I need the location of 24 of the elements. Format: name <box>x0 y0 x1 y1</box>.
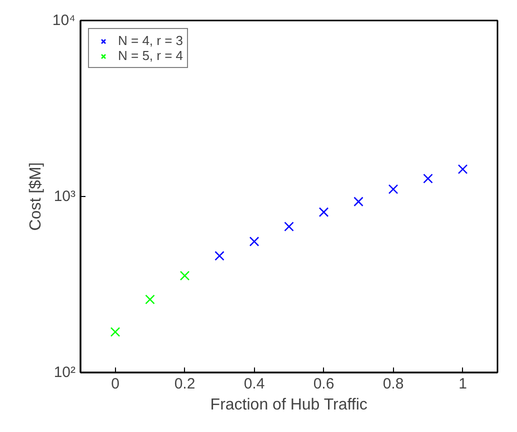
point <box>318 207 329 218</box>
point <box>110 327 120 337</box>
legend-label: N = 4, r = 3 <box>118 33 184 48</box>
point <box>388 184 398 194</box>
x-tick-label: 1 <box>458 376 467 392</box>
x-axis-title: Fraction of Hub Traffic <box>210 396 368 414</box>
x-tick-label: 0.2 <box>174 376 196 392</box>
point <box>214 250 224 261</box>
y-tick-label: 10² <box>54 364 76 381</box>
point <box>180 270 190 281</box>
y-axis-title: Cost [$M] <box>27 162 44 231</box>
point <box>249 236 260 246</box>
x-tick-label: 0.6 <box>313 376 334 392</box>
point <box>354 196 364 207</box>
y-tick-label: 10³ <box>54 188 76 205</box>
x-tick-label: 0 <box>111 376 120 392</box>
point <box>423 174 433 184</box>
point <box>145 294 155 304</box>
x-tick-label: 0.4 <box>244 376 265 392</box>
point <box>284 222 294 232</box>
x-tick-label: 0.8 <box>382 376 404 392</box>
legend-label: N = 5, r = 4 <box>118 48 184 63</box>
point <box>458 164 468 174</box>
y-tick-label: 10⁴ <box>52 12 76 29</box>
